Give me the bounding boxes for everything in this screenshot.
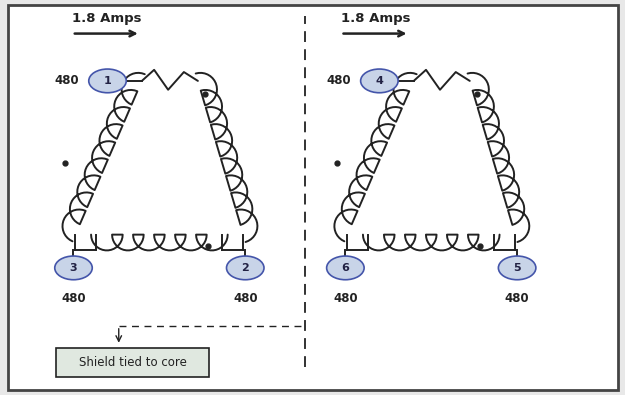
Text: 4: 4 (376, 76, 383, 86)
Text: 1: 1 (104, 76, 111, 86)
Text: 5: 5 (513, 263, 521, 273)
Text: 480: 480 (333, 292, 357, 305)
Text: 1.8 Amps: 1.8 Amps (72, 12, 141, 25)
Text: 6: 6 (341, 263, 349, 273)
Circle shape (226, 256, 264, 280)
Text: 2: 2 (241, 263, 249, 273)
Text: 480: 480 (327, 74, 351, 87)
Circle shape (89, 69, 126, 93)
Circle shape (327, 256, 364, 280)
Text: 480: 480 (55, 74, 79, 87)
FancyBboxPatch shape (8, 5, 618, 390)
Text: 480: 480 (61, 292, 86, 305)
Circle shape (361, 69, 398, 93)
Text: Shield tied to core: Shield tied to core (79, 356, 187, 369)
Text: 1.8 Amps: 1.8 Amps (341, 12, 410, 25)
Text: 480: 480 (233, 292, 258, 305)
FancyBboxPatch shape (56, 348, 209, 377)
Circle shape (498, 256, 536, 280)
Text: 480: 480 (505, 292, 529, 305)
Text: 3: 3 (69, 263, 78, 273)
Circle shape (55, 256, 92, 280)
